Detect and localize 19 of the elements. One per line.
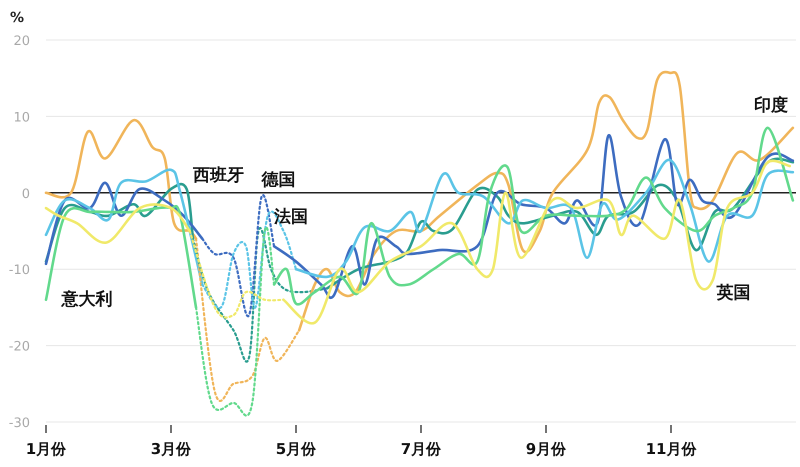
x-tick-label: 7月份 [400, 440, 442, 458]
y-tick-label: -20 [8, 340, 30, 355]
series-label: 意大利 [60, 289, 113, 310]
x-tick-label: 5月份 [276, 440, 318, 458]
series-label: 印度 [754, 95, 788, 116]
y-tick-label: 10 [13, 110, 30, 126]
series-label: 德国 [260, 170, 296, 190]
series-label: 法国 [273, 206, 308, 227]
x-tick-label: 3月份 [150, 440, 192, 458]
y-tick-label: -10 [8, 263, 30, 278]
x-tick-label: 11月份 [646, 440, 698, 458]
series-label: 西班牙 [192, 166, 244, 186]
x-tick-label: 9月份 [526, 440, 568, 458]
y-tick-label: 20 [13, 34, 30, 49]
x-tick-label: 1月份 [26, 440, 68, 458]
y-tick-label: 0 [22, 186, 30, 202]
series-label: 英国 [716, 283, 750, 304]
y-tick-label: -30 [8, 416, 30, 431]
y-axis-title: % [10, 10, 24, 26]
